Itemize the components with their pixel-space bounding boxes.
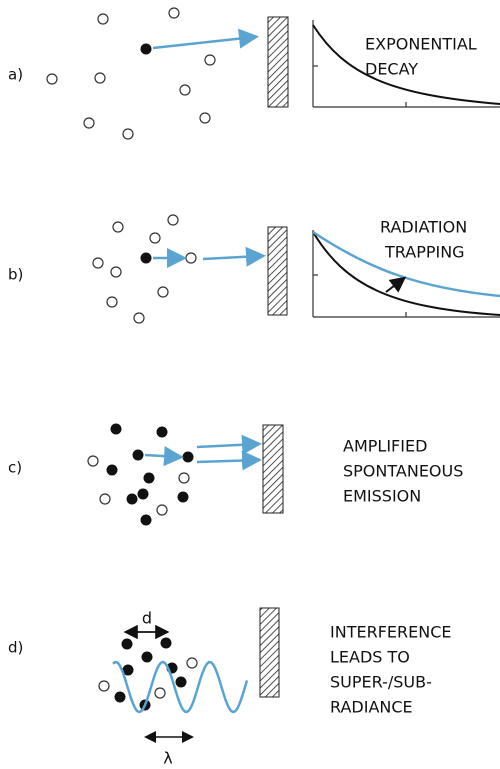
caption-line: LEADS TO (330, 648, 410, 667)
panel-label: a) (8, 66, 23, 84)
excited-atom (137, 488, 149, 500)
excited-atom (140, 514, 152, 526)
ground-atom (199, 112, 211, 124)
excited-atom (140, 43, 152, 55)
excited-atom (143, 472, 155, 484)
excited-atom (114, 691, 126, 703)
caption-line: AMPLIFIED (343, 437, 427, 456)
excited-atom (182, 451, 194, 463)
excited-atom (156, 426, 168, 438)
ground-atom (87, 455, 99, 467)
ground-atom (179, 84, 191, 96)
panel-c: c) AMPLIFIED SPONTANEOUS EMISSION (8, 423, 463, 526)
ground-atom (156, 504, 168, 516)
mirror (267, 16, 289, 108)
mirror (262, 424, 284, 514)
photon-arrow (196, 450, 262, 471)
panel-d: d) d λ INTERFERENCE LEADS TO SUPER-/SUB-… (8, 607, 451, 768)
ground-atom (97, 13, 109, 25)
excited-atom (122, 664, 134, 676)
excited-atom (132, 449, 144, 461)
ground-atom (133, 312, 145, 324)
mirror (259, 607, 280, 698)
ground-atom (204, 54, 216, 66)
curve (312, 230, 500, 298)
ground-atom (149, 232, 161, 244)
panel-label: d) (8, 639, 23, 657)
ground-atom (157, 286, 169, 298)
excited-atom (175, 676, 187, 688)
label: λ (163, 749, 172, 768)
photon-arrow (202, 246, 266, 267)
ground-atom (186, 657, 198, 669)
ground-atom (94, 72, 106, 84)
caption-line: RADIANCE (330, 698, 413, 717)
label: d (142, 609, 152, 628)
panel-a: a) EXPONENTIAL DECAY (8, 7, 500, 140)
ground-atom (168, 7, 180, 19)
ground-atom (98, 680, 110, 692)
caption-line: DECAY (365, 60, 418, 79)
excited-atom (121, 638, 133, 650)
ground-atom (122, 128, 134, 140)
curve (312, 24, 500, 105)
caption-line: SUPER-/SUB- (330, 673, 432, 692)
ground-atom (154, 687, 166, 699)
excited-atom (141, 651, 153, 663)
caption-line: RADIATION (380, 218, 467, 237)
excited-atom (106, 464, 118, 476)
ground-atom (167, 214, 179, 226)
excited-atom (177, 491, 189, 503)
curve (112, 660, 249, 714)
ground-atom (185, 252, 197, 264)
caption-line: EXPONENTIAL (365, 35, 477, 54)
ground-atom (178, 472, 190, 484)
ground-atom (83, 117, 95, 129)
caption-line: SPONTANEOUS (343, 462, 463, 481)
mirror (267, 226, 288, 316)
ground-atom (92, 257, 104, 269)
caption-line: INTERFERENCE (330, 623, 451, 642)
ground-atom (99, 493, 111, 505)
ground-atom (112, 221, 124, 233)
excited-atom (110, 423, 122, 435)
ground-atom (106, 296, 118, 308)
excited-atom (140, 252, 152, 264)
caption-line: TRAPPING (384, 243, 465, 262)
curve (312, 231, 500, 316)
caption-line: EMISSION (343, 487, 421, 506)
excited-atom (160, 637, 172, 649)
panel-label: c) (8, 459, 22, 477)
excited-atom (126, 493, 138, 505)
ground-atom (110, 266, 122, 278)
line (385, 276, 407, 293)
photon-arrow (152, 28, 259, 50)
photon-arrow (144, 446, 184, 467)
ground-atom (46, 73, 58, 85)
panel-b: b) RADIATION TRAPPING (8, 214, 500, 324)
panel-label: b) (8, 266, 23, 284)
photon-arrow (196, 434, 262, 455)
